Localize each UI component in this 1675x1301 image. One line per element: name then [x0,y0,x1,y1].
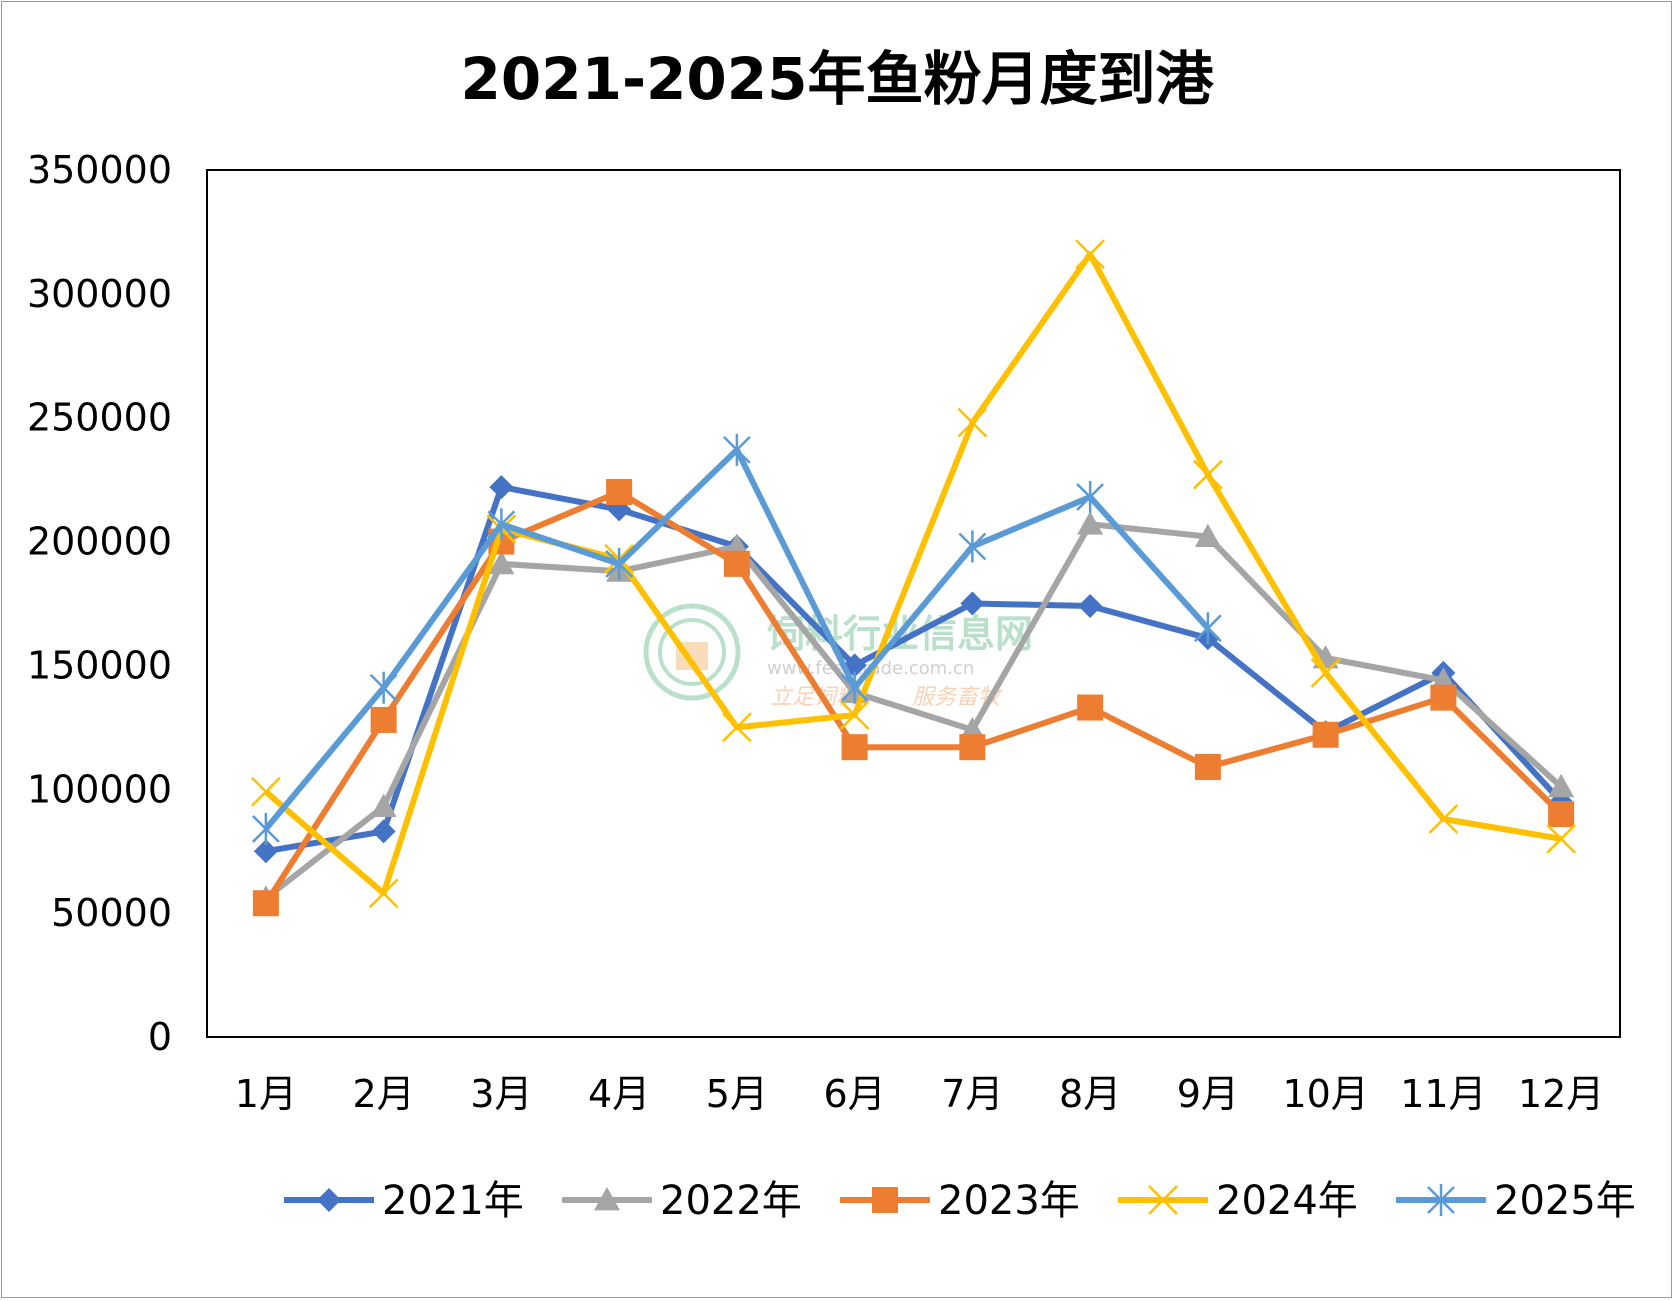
data-point [488,550,515,575]
data-point [252,890,279,917]
data-point [723,550,750,577]
y-axis: 0 50000 100000 150000 200000 250000 300000 3500… [27,148,172,1059]
series-3 [250,239,1577,909]
data-point [957,407,988,438]
legend-label: 2021年 [382,1178,524,1224]
data-point [1075,239,1106,270]
plot-area [206,169,1621,1038]
data-point [1194,523,1221,548]
y-tick-label: 150000 [27,643,172,687]
data-point [959,734,986,761]
series-line [263,251,1562,897]
data-point [1548,773,1575,798]
data-point [1078,593,1103,618]
data-point [606,479,633,506]
series-line [265,484,1564,855]
data-point [1312,721,1339,748]
legend-item[interactable]: 2023年 [840,1178,1080,1224]
data-point [960,591,985,616]
data-point [1076,480,1105,513]
x-tick-label: 2月 [353,1072,415,1116]
legend-label: 2023年 [938,1178,1080,1224]
data-point [1546,823,1577,854]
data-point [721,712,752,743]
y-tick-label: 250000 [27,396,172,440]
legend-marker [317,1188,341,1212]
data-point [1430,684,1457,711]
legend-label: 2025年 [1494,1178,1636,1224]
y-tick-label: 0 [148,1015,172,1059]
data-point [958,530,987,563]
legend-item[interactable]: 2025年 [1396,1178,1636,1224]
data-point [1310,657,1341,688]
data-point [371,819,396,844]
data-point [370,793,397,818]
data-point [1428,804,1459,834]
data-point [489,475,514,500]
y-tick-label: 200000 [27,520,172,564]
data-point [251,812,280,845]
legend-marker [872,1187,898,1213]
data-point [253,839,278,864]
data-point [1193,612,1222,645]
watermark-ring-icon [658,618,726,686]
y-tick-label: 350000 [27,148,172,192]
x-tick-label: 10月 [1282,1072,1368,1116]
y-tick-label: 300000 [27,272,172,316]
legend-marker [594,1187,620,1211]
x-tick-label: 7月 [941,1072,1003,1116]
data-point [1077,511,1104,535]
data-point [722,433,751,466]
data-point [368,878,399,909]
y-tick-label: 50000 [51,891,172,935]
data-point [370,706,397,733]
x-tick-label: 6月 [824,1072,886,1116]
data-point [250,776,281,807]
y-tick-label: 100000 [27,767,172,811]
legend-item[interactable]: 2024年 [1118,1178,1358,1224]
data-point [369,671,398,704]
data-point [1194,753,1221,780]
x-tick-label: 3月 [470,1072,532,1116]
data-point [487,508,516,541]
legend[interactable]: 2021年 2022年 2023年 2024年 2025年 [284,1178,1636,1224]
legend-label: 2022年 [660,1178,802,1224]
series-line [263,489,1564,905]
series-2 [252,479,1575,917]
series-4 [251,433,1222,845]
data-point [1548,801,1575,828]
legend-item[interactable]: 2022年 [562,1178,802,1224]
x-tick-label: 11月 [1400,1072,1486,1116]
legend-marker [1427,1184,1455,1216]
legend-label: 2024年 [1216,1178,1358,1224]
data-point [605,547,634,580]
series-layer [250,239,1577,917]
chart-title: 2021-2025年鱼粉月度到港 [461,45,1215,113]
data-point [841,734,868,761]
legend-item[interactable]: 2021年 [284,1178,524,1224]
x-tick-label: 4月 [588,1072,650,1116]
data-point [840,671,869,704]
x-tick-label: 1月 [235,1072,297,1116]
series-line [264,521,1564,901]
data-point [1077,694,1104,721]
legend-marker [1148,1185,1178,1215]
watermark-ring-icon [643,603,741,701]
x-tick-label: 12月 [1518,1072,1604,1116]
x-tick-label: 5月 [706,1072,768,1116]
data-point [839,700,870,730]
x-tick-label: 8月 [1059,1072,1121,1116]
data-point [1192,459,1223,490]
x-axis: 1月 2月 3月 4月 5月 6月 7月 8月 9月 10月 11月 12月 [235,1072,1605,1116]
x-tick-label: 9月 [1177,1072,1239,1116]
